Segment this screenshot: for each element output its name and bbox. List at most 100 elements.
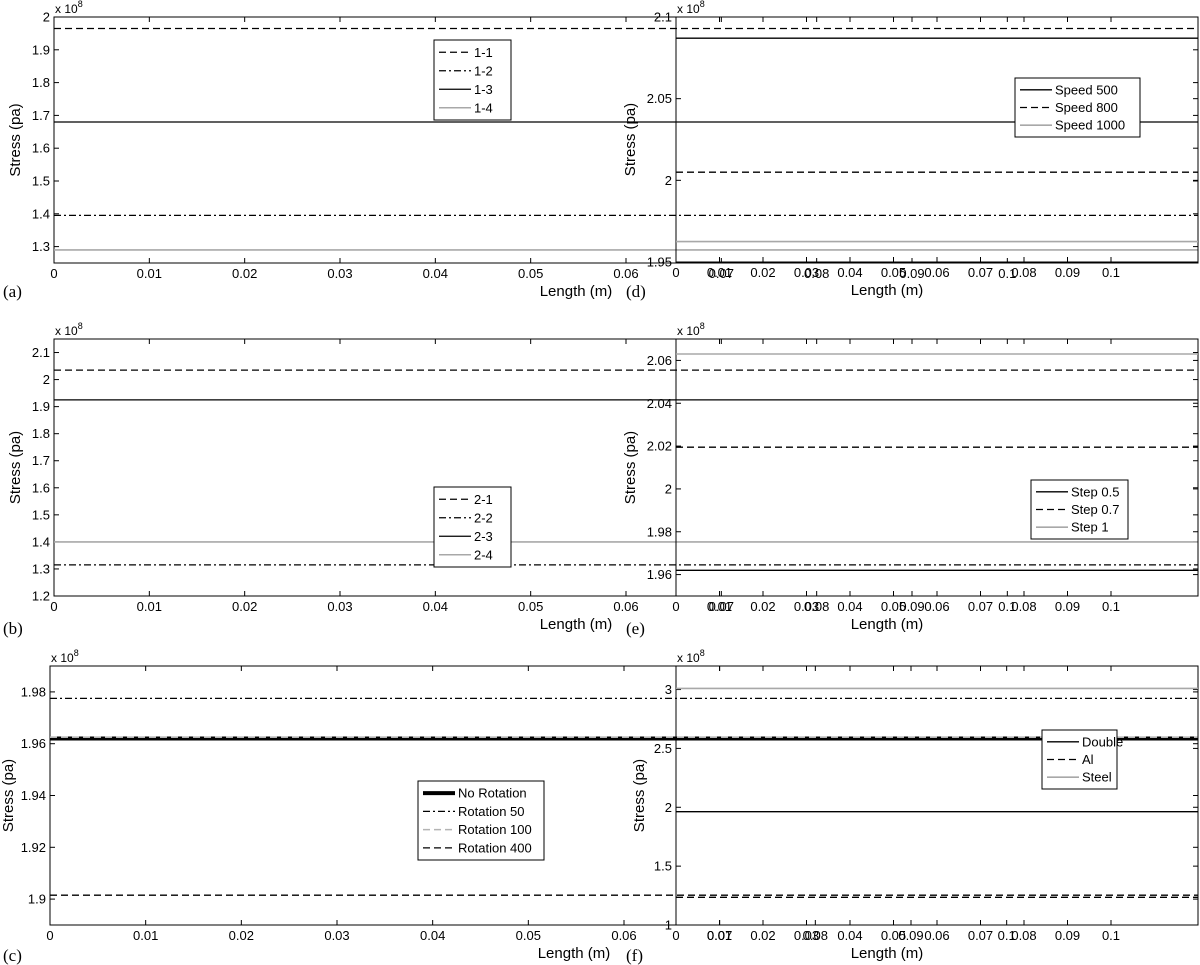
- legend: Step 0.5 Step 0.7 Step 1: [1030, 479, 1129, 540]
- legend-entry-label: Speed 500: [1055, 82, 1118, 97]
- y-tick-label: 1.3: [32, 239, 50, 254]
- y-axis-title: Stress (pa): [0, 759, 17, 832]
- plot-frame: [675, 338, 1199, 597]
- x-tick-label: 0.01: [133, 928, 158, 943]
- y-tick-label: 2.04: [647, 396, 672, 411]
- y-tick-label: 1.92: [21, 840, 46, 855]
- legend-entry-label: Double: [1082, 734, 1123, 749]
- legend-entry-label: 2-1: [474, 492, 493, 507]
- x-tick-label: 0.1: [998, 266, 1016, 281]
- x-axis-title: Length (m): [851, 282, 924, 299]
- y-tick-label: 2.06: [647, 353, 672, 368]
- panel-b: 0 0.01 0.02 0.03 0.04 0.05 0.06 0.07 0.08 0.09 0.1…: [3, 321, 1199, 638]
- y-tick-label: 1.96: [647, 567, 672, 582]
- y-tick-label: 1.3: [32, 561, 50, 576]
- x-tick-label: 0: [672, 599, 679, 614]
- panel-c: 0 0.01 0.02 0.03 0.04 0.05 0.06 0.07 0.08 0.09 0.1…: [0, 648, 1199, 965]
- y-exponent-label: x 108: [677, 321, 705, 338]
- panel-letter: (e): [626, 619, 645, 638]
- y-tick-label: 1.94: [21, 788, 46, 803]
- legend: Speed 500 Speed 800 Speed 1000: [1014, 77, 1141, 138]
- y-tick-label: 1.8: [32, 75, 50, 90]
- legend-entry-label: Rotation 50: [458, 804, 525, 819]
- y-tick-label: 1.5: [654, 859, 672, 874]
- x-tick-label: 0.08: [1011, 928, 1036, 943]
- legend-entry-label: Step 0.7: [1071, 502, 1119, 517]
- plot-frame: [675, 16, 1199, 263]
- panel-letter: (c): [3, 946, 22, 965]
- x-tick-label: 0.08: [804, 599, 829, 614]
- legend-entry-label: 1-2: [474, 63, 493, 78]
- x-axis-title: Length (m): [851, 945, 924, 962]
- legend: 2-1 2-2 2-3 2-4: [433, 486, 512, 568]
- panel-a: 0 0.01 0.02 0.03 0.04 0.05 0.06 0.07 0.08 0.09 0.1…: [3, 0, 1199, 301]
- x-tick-label: 0.09: [1055, 599, 1080, 614]
- legend: No Rotation Rotation 50 Rotation 100 Rotati…: [417, 780, 545, 861]
- panel-letter: (a): [3, 282, 22, 301]
- legend-entry-label: 2-3: [474, 529, 493, 544]
- x-tick-label: 0.01: [137, 266, 162, 281]
- x-tick-label: 0.07: [709, 266, 734, 281]
- legend-entry-label: Speed 1000: [1055, 118, 1125, 133]
- x-tick-label: 0: [46, 928, 53, 943]
- y-exponent-label: x 108: [677, 0, 705, 16]
- legend: 1-1 1-2 1-3 1-4: [433, 39, 512, 121]
- plot-frame: [675, 665, 1199, 926]
- panel-letter: (b): [3, 619, 23, 638]
- panel-d: 0 0.01 0.02 0.03 0.04 0.05 0.06 0.07 0.08 0.09 0.1…: [622, 0, 1199, 301]
- legend-entry-label: Step 0.5: [1071, 484, 1119, 499]
- x-tick-label: 0.08: [804, 266, 829, 281]
- x-tick-label: 0.05: [881, 928, 906, 943]
- y-tick-label: 2.05: [647, 91, 672, 106]
- y-axis-title: Stress (pa): [7, 103, 24, 176]
- y-exponent-label: x 108: [51, 648, 79, 665]
- y-tick-label: 1.2: [32, 589, 50, 604]
- y-tick-label: 1.9: [28, 892, 46, 907]
- y-tick-label: 3: [665, 682, 672, 697]
- x-tick-label: 0.04: [837, 599, 862, 614]
- x-tick-label: 0.03: [327, 599, 352, 614]
- x-tick-label: 0.09: [1055, 265, 1080, 280]
- y-tick-label: 2.02: [647, 439, 672, 454]
- x-tick-label: 0.04: [837, 265, 862, 280]
- y-exponent-label: x 108: [55, 321, 83, 338]
- y-tick-label: 2: [665, 173, 672, 188]
- legend-entry-label: Step 1: [1071, 520, 1109, 535]
- y-tick-label: 2: [43, 10, 50, 25]
- x-tick-label: 0.01: [707, 265, 732, 280]
- y-tick-label: 1.9: [32, 42, 50, 57]
- x-tick-label: 0.03: [794, 599, 819, 614]
- y-tick-label: 1.9: [32, 399, 50, 414]
- legend-entry-label: 1-3: [474, 82, 493, 97]
- x-tick-label: 0.06: [611, 928, 636, 943]
- y-tick-label: 2: [665, 800, 672, 815]
- y-tick-label: 1.4: [32, 206, 50, 221]
- x-tick-label: 0.1: [998, 599, 1016, 614]
- y-tick-label: 1.98: [647, 524, 672, 539]
- legend-box: [433, 39, 512, 121]
- x-tick-label: 0.02: [750, 265, 775, 280]
- x-tick-label: 0.06: [924, 265, 949, 280]
- y-tick-label: 1.7: [32, 108, 50, 123]
- panel-e: 0 0.01 0.02 0.03 0.04 0.05 0.06 0.07 0.08 0.09 0.1…: [622, 321, 1199, 638]
- y-axis-title: Stress (pa): [631, 759, 648, 832]
- x-tick-label: 0.04: [423, 599, 448, 614]
- legend: Double Al Steel: [1041, 729, 1123, 790]
- x-axis-title: Length (m): [540, 283, 613, 300]
- y-tick-label: 1.7: [32, 453, 50, 468]
- x-tick-label: 0.05: [518, 599, 543, 614]
- x-tick-label: 0.07: [968, 928, 993, 943]
- y-tick-label: 1.5: [32, 507, 50, 522]
- x-tick-label: 0.08: [803, 928, 828, 943]
- x-tick-label: 0: [672, 265, 679, 280]
- y-tick-label: 1.5: [32, 174, 50, 189]
- x-tick-label: 0.01: [707, 599, 732, 614]
- x-tick-label: 0.06: [924, 928, 949, 943]
- legend-entry-label: 2-2: [474, 510, 493, 525]
- x-tick-label: 0.05: [881, 599, 906, 614]
- y-axis-title: Stress (pa): [622, 431, 639, 504]
- x-tick-label: 0.09: [1055, 928, 1080, 943]
- x-tick-label: 0.02: [232, 266, 257, 281]
- y-exponent-label: x 108: [55, 0, 83, 16]
